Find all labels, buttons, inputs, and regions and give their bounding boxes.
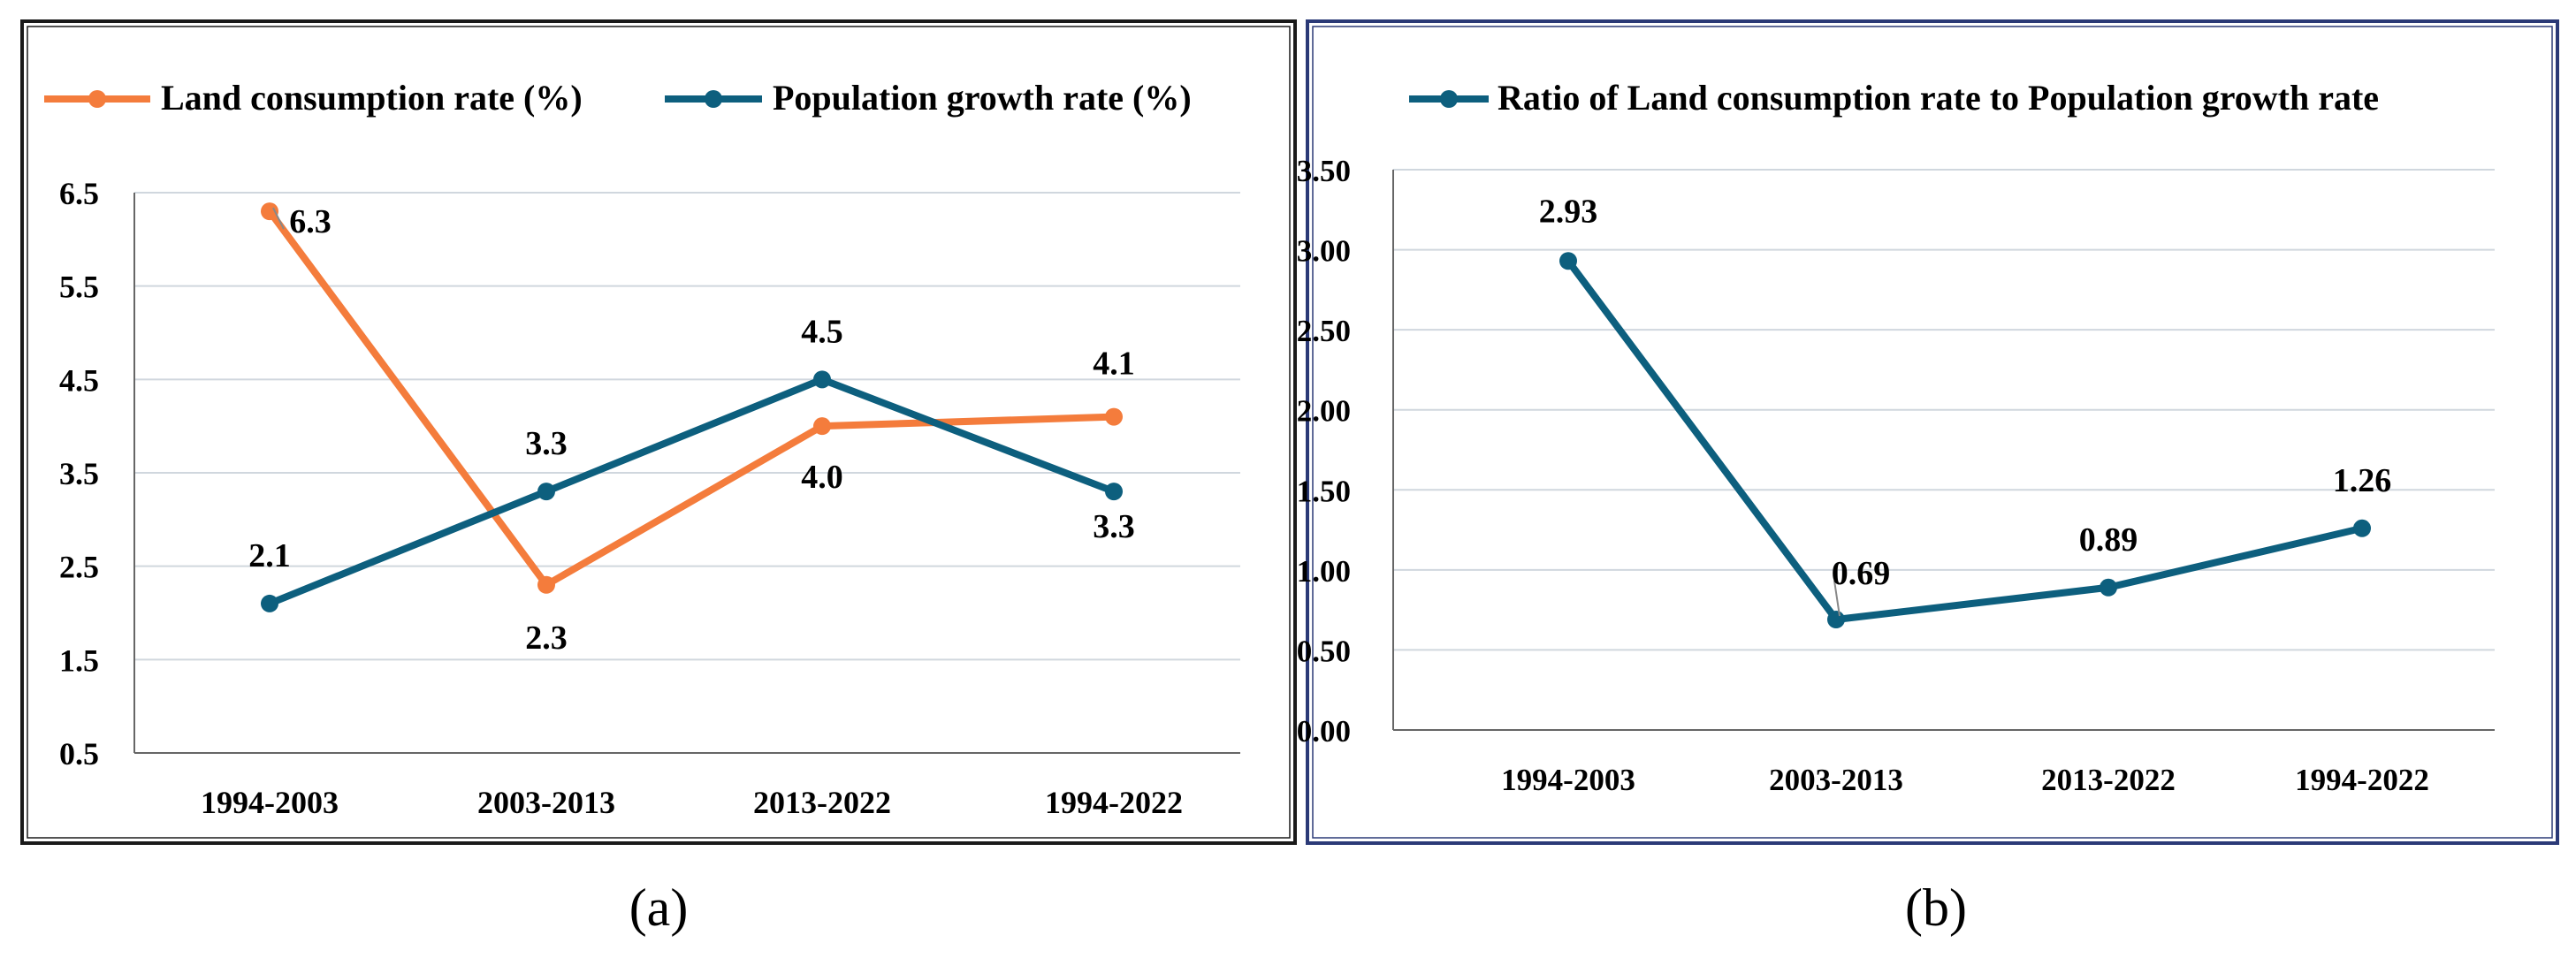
x-axis-ticks-b: 1994-2003 2003-2013 2013-2022 1994-2022 bbox=[1501, 763, 2429, 797]
y-tick-label: 3.50 bbox=[1297, 154, 1351, 188]
series-lines-b bbox=[1565, 258, 2363, 624]
series-line bbox=[1565, 258, 2363, 624]
legend-b: Ratio of Land consumption rate to Popula… bbox=[1409, 78, 2379, 118]
data-label: 4.0 bbox=[801, 459, 843, 496]
panel-b-inner-frame bbox=[1312, 26, 2553, 839]
data-label: 3.3 bbox=[1093, 508, 1135, 545]
panel-a-frame bbox=[20, 19, 1297, 845]
legend-marker-land-consumption bbox=[88, 90, 106, 108]
data-label: 2.1 bbox=[248, 537, 291, 574]
label-leader-line bbox=[272, 207, 285, 230]
data-label: 4.5 bbox=[801, 313, 843, 350]
data-point bbox=[1105, 483, 1123, 501]
data-point bbox=[261, 202, 278, 221]
grid-b bbox=[1392, 169, 2495, 731]
panel-a-inner-frame bbox=[27, 26, 1291, 839]
data-labels-a: 6.3 2.3 4.0 4.1 2.1 3.3 4.5 3.3 bbox=[248, 203, 1135, 657]
panel-a: Land consumption rate (%) Population gro… bbox=[20, 19, 1297, 937]
y-tick-label: 1.00 bbox=[1297, 554, 1351, 589]
legend-marker-population-growth bbox=[705, 90, 722, 108]
y-tick-label: 4.5 bbox=[59, 362, 99, 398]
data-point bbox=[1105, 407, 1123, 426]
y-tick-label: 2.5 bbox=[59, 550, 99, 585]
x-tick-label: 1994-2022 bbox=[1045, 785, 1183, 820]
data-point bbox=[1559, 252, 1577, 270]
data-point bbox=[813, 370, 831, 389]
x-tick-label: 1994-2003 bbox=[201, 785, 339, 820]
y-tick-label: 5.5 bbox=[59, 270, 99, 305]
panel-label-a: (a) bbox=[629, 878, 689, 937]
data-label: 3.3 bbox=[525, 425, 568, 462]
series-line bbox=[268, 376, 1116, 607]
x-tick-label: 1994-2022 bbox=[2295, 763, 2429, 797]
legend-a: Land consumption rate (%) Population gro… bbox=[44, 78, 1192, 118]
x-tick-label: 2013-2022 bbox=[2041, 763, 2176, 797]
y-tick-label: 3.00 bbox=[1297, 234, 1351, 269]
data-point bbox=[1827, 611, 1845, 629]
x-tick-label: 2003-2013 bbox=[1769, 763, 1903, 797]
y-tick-label: 1.5 bbox=[59, 642, 99, 678]
data-label: 2.3 bbox=[525, 620, 568, 657]
y-axis-ticks-b: 0.00 0.50 1.00 1.50 2.00 2.50 3.00 3.50 bbox=[1297, 154, 1351, 749]
legend-label-land-consumption: Land consumption rate (%) bbox=[161, 78, 583, 118]
label-leader-line bbox=[1833, 580, 1841, 617]
data-point bbox=[2353, 519, 2371, 537]
legend-marker-ratio bbox=[1440, 90, 1458, 108]
y-tick-label: 3.5 bbox=[59, 456, 99, 491]
y-tick-label: 0.5 bbox=[59, 736, 99, 772]
data-labels-b: 2.93 0.69 0.89 1.26 bbox=[1539, 193, 2392, 617]
y-tick-label: 0.00 bbox=[1297, 714, 1351, 749]
x-tick-label: 2013-2022 bbox=[753, 785, 891, 820]
y-tick-label: 6.5 bbox=[59, 176, 99, 211]
data-label: 6.3 bbox=[289, 203, 332, 240]
panel-b: Ratio of Land consumption rate to Popula… bbox=[1297, 19, 2559, 937]
y-tick-label: 2.50 bbox=[1297, 314, 1351, 348]
y-tick-label: 2.00 bbox=[1297, 394, 1351, 429]
legend-label-population-growth: Population growth rate (%) bbox=[773, 78, 1192, 118]
y-tick-label: 0.50 bbox=[1297, 634, 1351, 668]
series-points-b bbox=[1559, 252, 2371, 629]
series-points-a bbox=[261, 202, 1123, 612]
data-point bbox=[261, 594, 278, 612]
x-tick-label: 1994-2003 bbox=[1501, 763, 1635, 797]
data-point bbox=[537, 575, 555, 594]
data-label: 0.89 bbox=[2079, 521, 2138, 559]
series-lines-a bbox=[266, 209, 1116, 607]
data-point bbox=[537, 483, 555, 501]
data-point bbox=[813, 417, 831, 436]
panel-label-b: (b) bbox=[1905, 878, 1967, 937]
panel-b-frame bbox=[1306, 19, 2559, 845]
data-point bbox=[2100, 578, 2117, 597]
legend-label-ratio: Ratio of Land consumption rate to Popula… bbox=[1498, 78, 2379, 118]
x-axis-ticks-a: 1994-2003 2003-2013 2013-2022 1994-2022 bbox=[201, 785, 1183, 820]
data-label: 2.93 bbox=[1539, 193, 1598, 230]
data-label: 4.1 bbox=[1093, 346, 1135, 383]
series-line bbox=[266, 209, 1115, 589]
data-label: 0.69 bbox=[1832, 555, 1891, 592]
x-tick-label: 2003-2013 bbox=[477, 785, 615, 820]
data-label: 1.26 bbox=[2333, 462, 2392, 499]
y-tick-label: 1.50 bbox=[1297, 474, 1351, 508]
y-axis-ticks-a: 0.5 1.5 2.5 3.5 4.5 5.5 6.5 bbox=[59, 176, 99, 772]
